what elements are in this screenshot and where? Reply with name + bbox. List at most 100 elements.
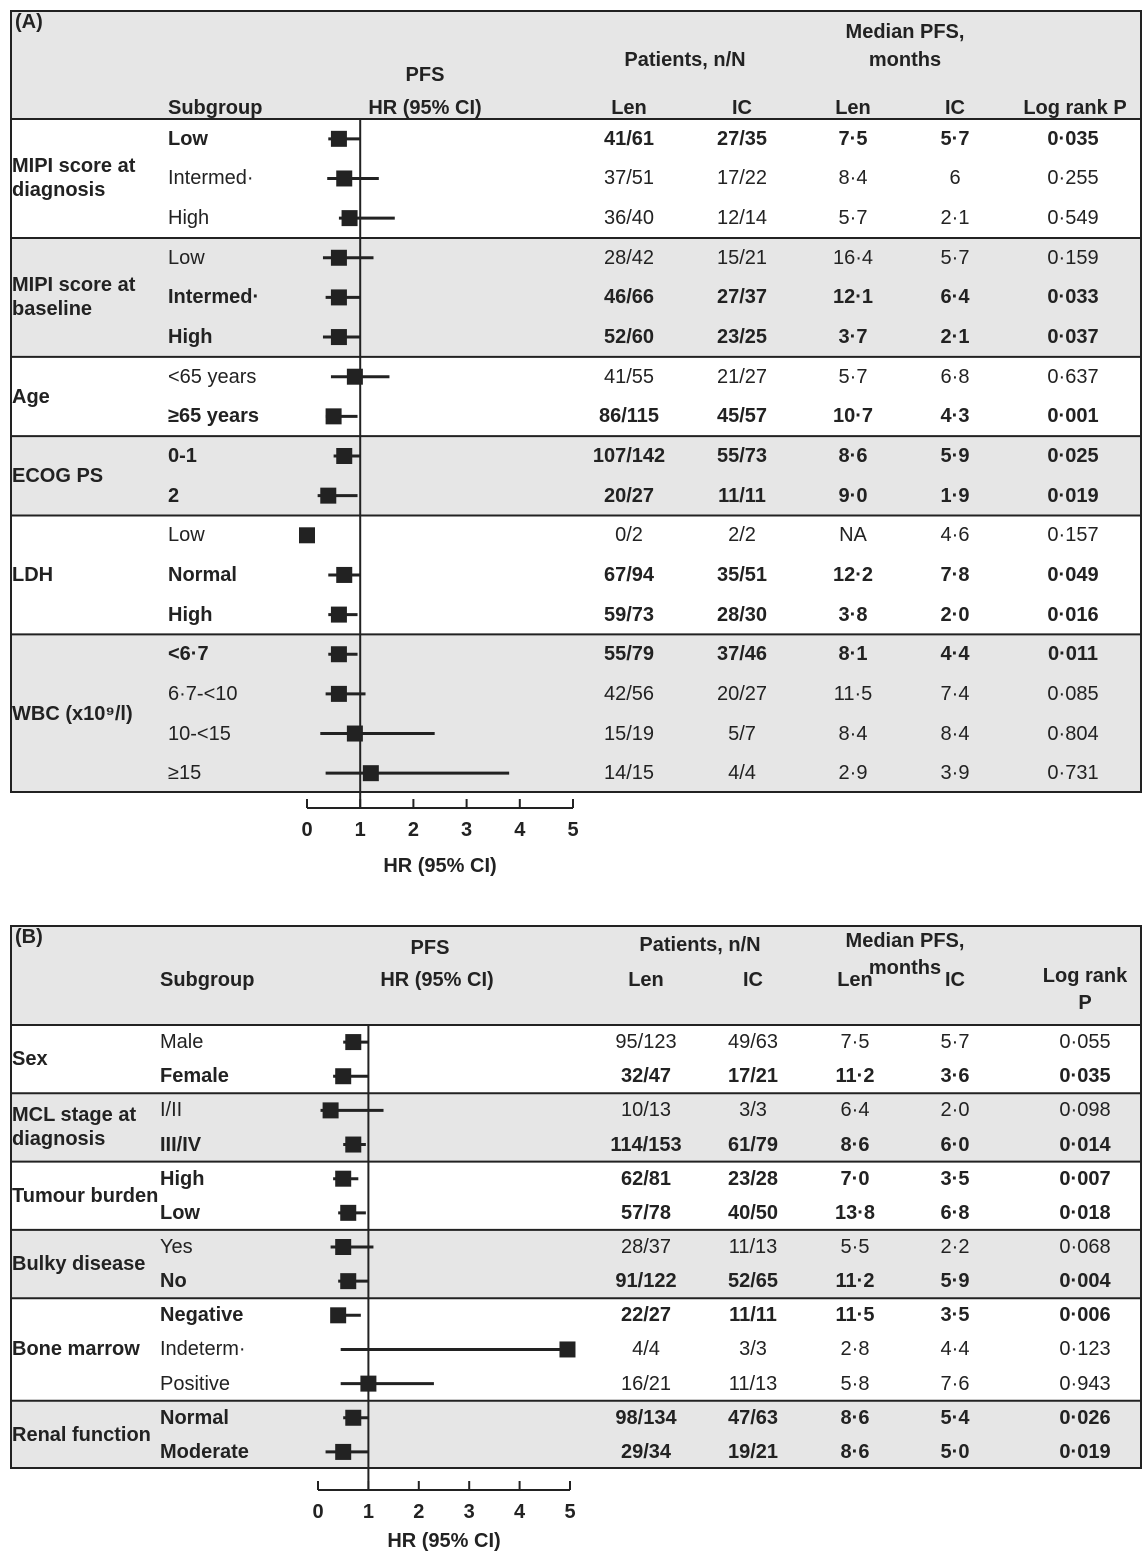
group-background — [10, 1093, 1142, 1162]
cell: 1·9 — [940, 484, 970, 507]
cell: 3/3 — [739, 1099, 767, 1122]
x-tick-label: 2 — [407, 819, 419, 841]
cell: 6·0 — [940, 1133, 970, 1156]
group-label: Bone marrow — [12, 1338, 140, 1361]
cell: 7·4 — [940, 682, 970, 705]
p-value: 0·068 — [1059, 1236, 1111, 1258]
panel-label: (A) — [15, 11, 43, 33]
group-background — [10, 634, 1142, 793]
column-header: IC — [945, 969, 965, 991]
median-header: months — [868, 957, 942, 979]
cell: 12·2 — [832, 563, 874, 586]
row-label: 6·7-<10 — [168, 682, 238, 705]
group-background — [10, 436, 1142, 516]
cell: 5·7 — [940, 246, 970, 269]
cell: 47/63 — [727, 1406, 779, 1429]
median-header: months — [868, 49, 942, 71]
p-value: 0·055 — [1059, 1031, 1111, 1054]
hr-marker — [362, 765, 379, 782]
row-label: ≥15 — [168, 762, 202, 785]
cell: 16/21 — [620, 1372, 672, 1395]
cell: 10·7 — [832, 405, 874, 428]
cell: 3·5 — [940, 1167, 970, 1190]
p-value: 0·085 — [1047, 682, 1099, 705]
median-header: Median PFS, — [845, 930, 965, 952]
subgroup-header: Subgroup — [160, 969, 255, 991]
row-label: Female — [160, 1065, 229, 1088]
cell: 52/65 — [727, 1270, 779, 1293]
cell: 4·6 — [940, 524, 970, 547]
cell: 6·8 — [940, 365, 970, 388]
row-label: I/II — [160, 1099, 183, 1122]
row-label: High — [168, 603, 213, 626]
panel-frame — [10, 10, 1142, 793]
hr-marker — [345, 1034, 362, 1051]
header-background — [10, 925, 1142, 1025]
cell: 19/21 — [727, 1440, 779, 1463]
p-value: 0·049 — [1047, 563, 1099, 586]
p-value: 0·014 — [1059, 1133, 1111, 1156]
p-value: 0·731 — [1047, 762, 1099, 785]
cell: 9·0 — [838, 484, 868, 507]
p-value: 0·011 — [1047, 643, 1099, 666]
cell: 46/66 — [603, 286, 655, 309]
cell: 2·1 — [940, 207, 970, 230]
cell: 55/79 — [603, 643, 655, 666]
group-label: MIPI score at diagnosis — [12, 155, 136, 202]
cell: 5·5 — [840, 1236, 870, 1258]
p-value: 0·035 — [1047, 127, 1099, 150]
hr-marker — [330, 249, 347, 266]
cell: 2·9 — [838, 762, 868, 785]
cell: 7·0 — [840, 1167, 870, 1190]
cell: 4/4 — [728, 762, 756, 785]
cell: 27/35 — [716, 127, 768, 150]
cell: 61/79 — [727, 1133, 779, 1156]
cell: 29/34 — [620, 1440, 672, 1463]
header-background — [10, 10, 1142, 119]
cell: 4·4 — [940, 1338, 970, 1361]
group-label: Tumour burden — [12, 1184, 159, 1207]
hr-marker — [336, 448, 353, 464]
row-label: High — [168, 207, 210, 230]
cell: 10/13 — [620, 1099, 672, 1122]
cell: 67/94 — [603, 563, 655, 586]
hr-marker — [346, 368, 363, 385]
hr-marker — [320, 487, 337, 504]
hr-marker — [336, 170, 353, 187]
row-label: Yes — [160, 1236, 193, 1258]
cell: 3/3 — [739, 1338, 767, 1361]
cell: 55/73 — [716, 445, 768, 467]
column-header: IC — [743, 969, 763, 991]
p-value: 0·943 — [1059, 1372, 1111, 1395]
cell: 6 — [949, 167, 961, 190]
group-label: Bulky disease — [12, 1253, 146, 1276]
p-value: 0·033 — [1047, 286, 1099, 309]
cell: 3·5 — [940, 1304, 970, 1327]
cell: 11/11 — [729, 1304, 777, 1327]
hr-marker — [335, 1239, 352, 1255]
plot-title: PFS — [410, 937, 450, 959]
cell: 98/134 — [615, 1406, 677, 1429]
cell: 11·2 — [835, 1270, 875, 1293]
subgroup-header: Subgroup — [168, 97, 263, 119]
row-label: Negative — [160, 1304, 244, 1327]
column-header: IC — [732, 97, 752, 119]
cell: 3·8 — [838, 603, 868, 626]
hr-marker — [322, 1102, 339, 1119]
cell: 8·4 — [838, 167, 868, 190]
cell: 2/2 — [728, 524, 756, 547]
hr-marker — [330, 685, 347, 702]
cell: 22/27 — [620, 1304, 672, 1327]
cell: 107/142 — [592, 445, 666, 467]
column-header: Len — [835, 97, 871, 119]
group-background — [10, 1400, 1142, 1469]
cell: 41/55 — [603, 365, 655, 388]
hr-marker — [340, 1204, 357, 1221]
row-label: High — [168, 326, 213, 349]
cell: 32/47 — [620, 1065, 672, 1088]
p-value: 0·637 — [1047, 365, 1099, 388]
cell: 11/13 — [728, 1236, 778, 1258]
cell: 49/63 — [727, 1031, 779, 1054]
p-value: 0·157 — [1047, 524, 1099, 547]
